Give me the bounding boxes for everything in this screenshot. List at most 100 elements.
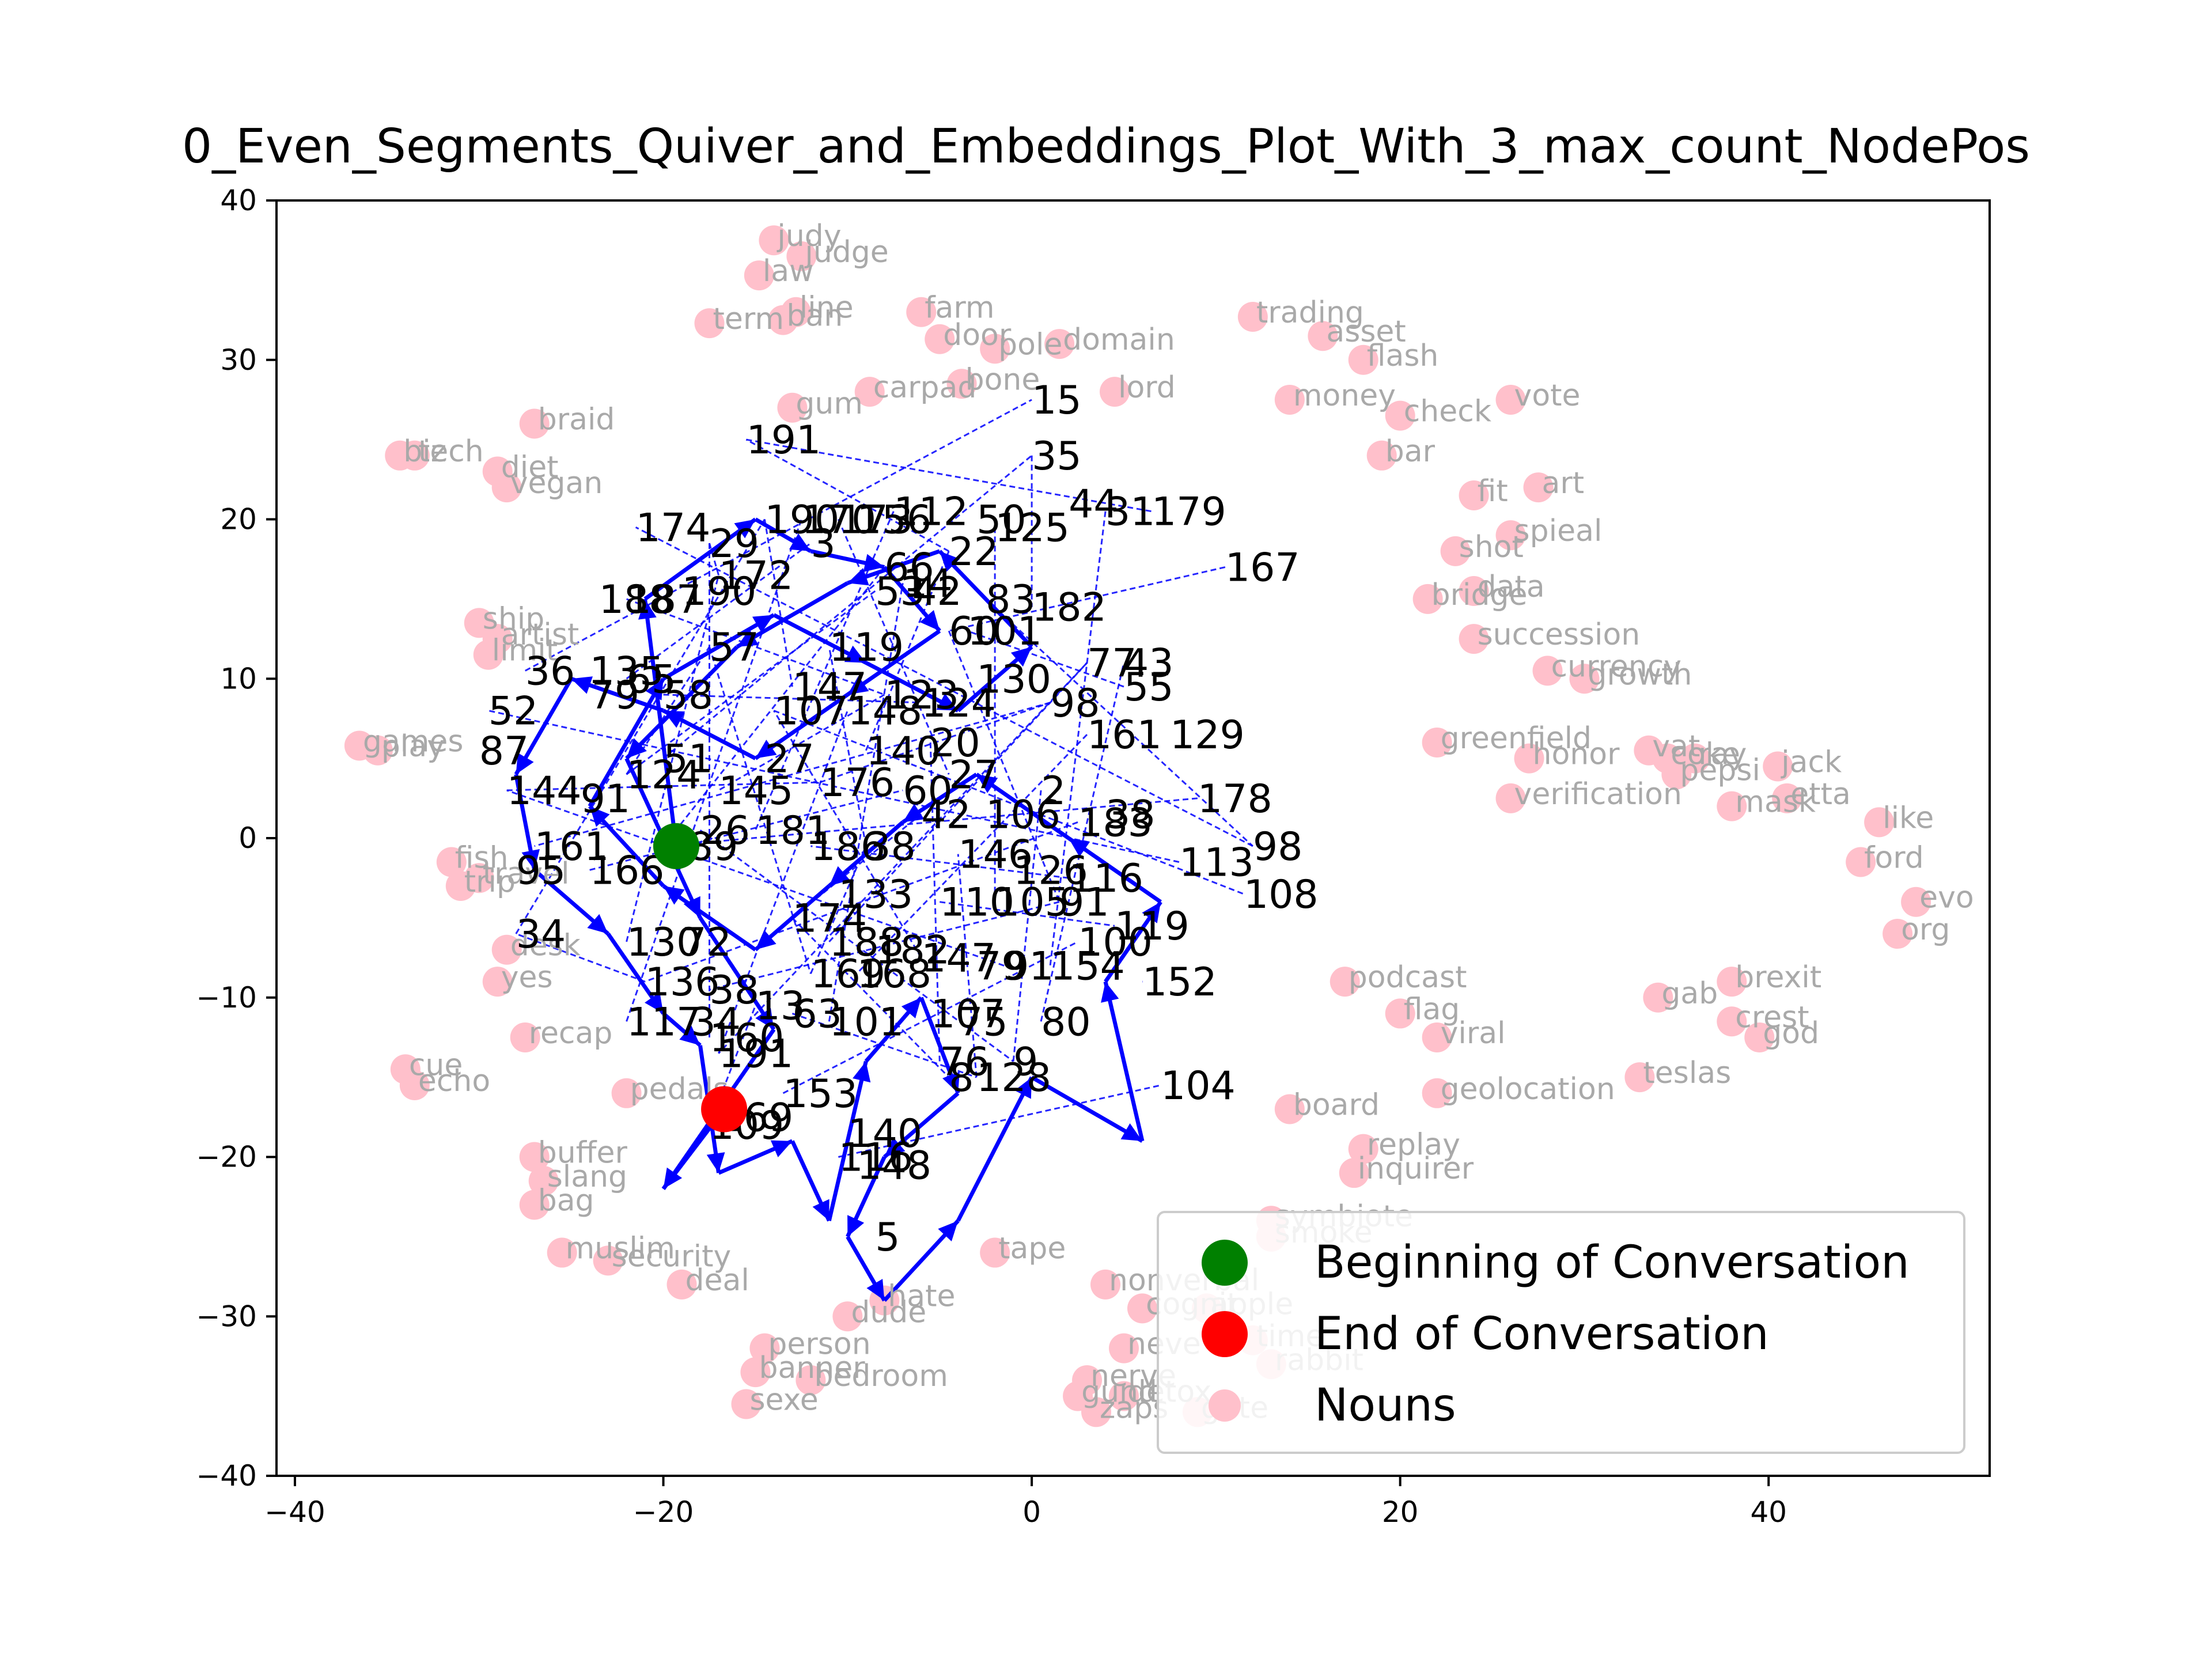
noun-point <box>740 1357 771 1388</box>
segment-label: 187 <box>627 577 702 623</box>
segment-label: 128 <box>976 1055 1051 1101</box>
segment-label: 79 <box>976 944 1027 989</box>
segment-label: 38 <box>1105 792 1156 838</box>
noun-label: lord <box>1118 370 1176 405</box>
noun-point <box>744 260 774 291</box>
noun-label: echo <box>418 1064 490 1099</box>
segment-label: 38 <box>866 824 916 870</box>
quiver-arrowhead <box>706 1152 725 1173</box>
noun-point <box>473 639 503 670</box>
segment-label: 72 <box>682 920 732 965</box>
quiver-arrow <box>929 742 941 1062</box>
noun-point <box>491 934 522 965</box>
quiver-arrow <box>662 613 775 681</box>
noun-point <box>666 1269 697 1300</box>
noun-point <box>1109 1381 1139 1411</box>
quiver-arrowhead <box>734 519 756 539</box>
noun-point <box>611 1078 642 1108</box>
quiver-arrowhead <box>863 554 885 572</box>
segment-label: 172 <box>718 553 793 599</box>
noun-label: vegan <box>510 466 603 501</box>
noun-point <box>1772 783 1802 813</box>
legend-label: Nouns <box>1315 1380 1456 1431</box>
quiver-arrowhead <box>1142 902 1161 923</box>
quiver-arrow <box>948 566 1226 632</box>
y-tick-label: 40 <box>220 184 257 217</box>
quiver-arrow <box>626 542 812 680</box>
segment-label: 113 <box>1179 840 1254 886</box>
segment-label: 8 <box>949 1055 974 1101</box>
noun-point <box>1864 807 1895 838</box>
noun-label: limit <box>492 634 558 668</box>
quiver-arrowhead <box>571 676 593 694</box>
noun-label: cue <box>409 1048 463 1082</box>
quiver-arrowhead <box>847 676 869 695</box>
noun-point <box>946 369 977 399</box>
noun-point <box>980 334 1010 364</box>
segment-label: 91 <box>1059 880 1109 926</box>
segment-label: 168 <box>857 952 931 997</box>
segment-label: 57 <box>709 625 759 671</box>
quiver-arrow <box>699 829 1014 1062</box>
noun-label: games <box>363 724 464 759</box>
noun-point <box>1237 302 1268 332</box>
noun-label: podcast <box>1349 960 1467 995</box>
segment-label: 126 <box>1013 848 1088 893</box>
legend-marker <box>1209 1389 1241 1422</box>
noun-label: ray <box>1698 737 1747 772</box>
noun-point <box>1532 656 1563 686</box>
segment-label: 154 <box>1050 944 1125 989</box>
segment-label: 147 <box>921 936 996 982</box>
segment-label: 2 <box>1041 768 1066 814</box>
noun-label: money <box>1293 378 1396 413</box>
segment-label: 191 <box>746 418 821 463</box>
noun-point <box>980 1237 1010 1268</box>
noun-label: vote <box>1514 378 1581 413</box>
x-tick-label: 0 <box>1022 1495 1041 1529</box>
noun-label: play <box>381 729 445 764</box>
segment-label: 60 <box>949 609 999 654</box>
quiver-arrow <box>791 917 950 1078</box>
x-tick-label: 40 <box>1750 1495 1787 1529</box>
segment-label: 20 <box>930 721 980 766</box>
segment-label: 140 <box>847 1111 922 1157</box>
quiver-arrowhead <box>853 1061 871 1083</box>
quiver-arrowhead <box>847 1215 865 1237</box>
noun-point <box>1308 321 1338 351</box>
start-marker <box>653 823 699 869</box>
noun-point <box>519 408 550 439</box>
noun-label: recap <box>529 1016 613 1051</box>
noun-label: bag <box>538 1184 594 1218</box>
quiver-arrowhead <box>936 693 959 711</box>
noun-label: verification <box>1514 777 1682 812</box>
noun-label: term <box>713 302 784 336</box>
noun-label: diet <box>501 450 559 484</box>
quiver-arrowhead <box>683 896 700 918</box>
segment-label: 105 <box>995 880 1070 926</box>
y-tick-label: −30 <box>196 1300 257 1333</box>
noun-point <box>1274 1094 1305 1124</box>
noun-label: gum <box>796 387 863 421</box>
quiver-arrow <box>810 845 1069 879</box>
segment-label: 42 <box>912 569 962 615</box>
y-tick-label: 30 <box>220 343 257 377</box>
noun-point <box>1459 576 1489 607</box>
quiver-arrow <box>940 901 1115 927</box>
noun-label: slang <box>547 1160 627 1194</box>
quiver-arrow <box>506 781 820 791</box>
segment-label: 22 <box>949 529 999 575</box>
quiver-arrow <box>827 1060 868 1221</box>
noun-label: buffer <box>538 1136 628 1171</box>
noun-point <box>593 1245 623 1276</box>
noun-label: spieal <box>1514 514 1603 548</box>
segment-label: 161 <box>535 824 609 870</box>
segment-label: 58 <box>664 673 714 718</box>
noun-point <box>786 241 817 271</box>
noun-label: gab <box>1661 976 1718 1011</box>
quiver-arrowhead <box>755 1007 774 1030</box>
segment-label: 5 <box>875 1215 900 1260</box>
quiver-arrow <box>662 566 885 847</box>
segment-label: 119 <box>1115 904 1190 949</box>
quiver-arrow <box>819 702 1051 783</box>
segment-label: 3 <box>810 521 835 567</box>
